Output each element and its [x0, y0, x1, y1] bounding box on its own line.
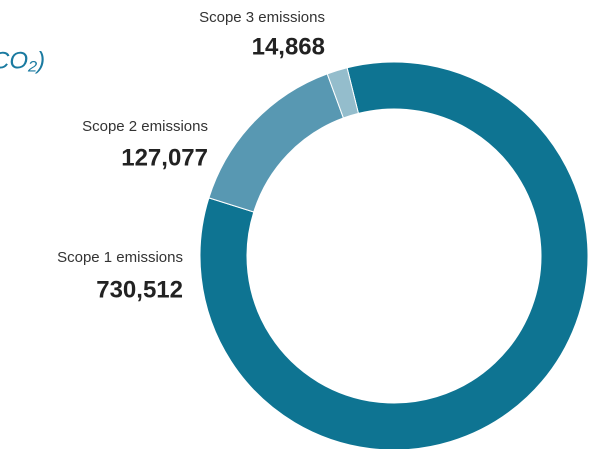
donut-segment — [208, 73, 345, 213]
value-label: 14,868 — [252, 33, 325, 60]
segment-label: Scope 2 emissions — [82, 118, 208, 135]
donut-segment — [326, 67, 360, 119]
value-label: 730,512 — [96, 276, 183, 303]
donut-segment — [199, 61, 589, 449]
chart-title: CO₂) — [0, 47, 45, 74]
segment-label: Scope 1 emissions — [57, 249, 183, 266]
segment-label: Scope 3 emissions — [199, 9, 325, 26]
value-label: 127,077 — [121, 144, 208, 171]
